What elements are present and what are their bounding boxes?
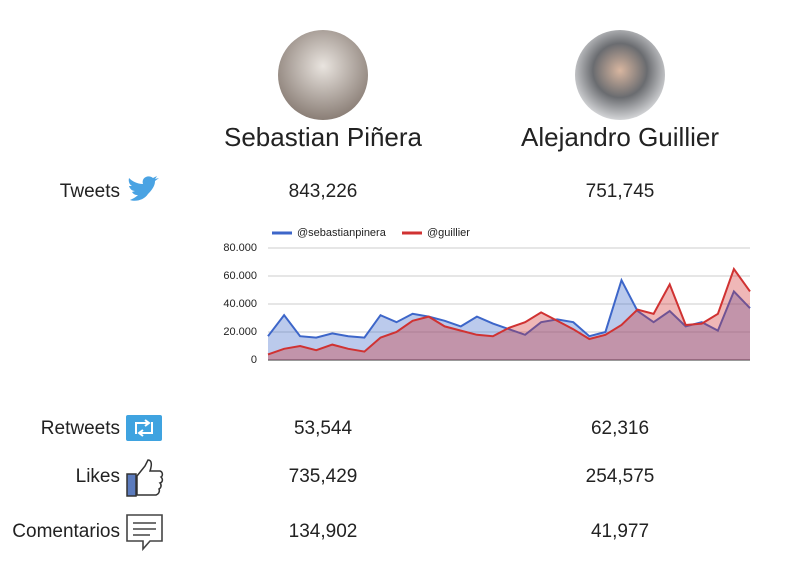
candidate-name: Sebastian Piñera <box>224 122 423 152</box>
metric-value: 735,429 <box>289 466 358 487</box>
metric-label: Tweets <box>60 181 120 202</box>
metric-value: 843,226 <box>289 181 358 202</box>
line <box>267 266 751 356</box>
metric-value: 134,902 <box>289 521 358 542</box>
y-tick-label: 80.000 <box>223 242 257 254</box>
comment-icon <box>126 514 163 552</box>
metric-label: Retweets <box>41 418 120 439</box>
y-tick-label: 20.000 <box>223 326 257 338</box>
y-tick-label: 0 <box>251 354 257 366</box>
legend-label: @guillier <box>427 227 470 239</box>
y-tick-label: 40.000 <box>223 298 257 310</box>
metric-value: 41,977 <box>591 521 649 542</box>
area <box>268 269 750 360</box>
twitter-icon <box>128 176 159 201</box>
area <box>268 280 750 360</box>
metric-label: Likes <box>76 466 120 487</box>
like-icon <box>126 459 164 497</box>
candidate-name: Alejandro Guillier <box>521 122 719 152</box>
avatar <box>575 30 665 120</box>
line <box>267 277 751 339</box>
legend-label: @sebastianpinera <box>297 227 387 239</box>
retweet-icon <box>126 415 162 441</box>
metric-value: 751,745 <box>586 181 655 202</box>
avatar <box>278 30 368 120</box>
metric-value: 254,575 <box>586 466 655 487</box>
metric-value: 53,544 <box>294 418 353 439</box>
metric-value: 62,316 <box>591 418 649 439</box>
y-tick-label: 60.000 <box>223 270 257 282</box>
metric-label: Comentarios <box>12 521 120 542</box>
chart: 0 20.000 40.000 60.000 80.000 @sebastianpiner… <box>223 227 751 366</box>
